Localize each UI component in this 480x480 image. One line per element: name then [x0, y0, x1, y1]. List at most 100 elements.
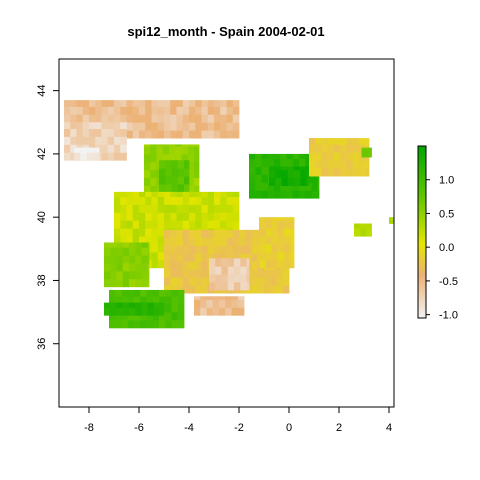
raster-cell [171, 160, 179, 169]
raster-cell [165, 160, 172, 169]
raster-cell [226, 100, 234, 107]
raster-cell [284, 259, 291, 269]
raster-cell [257, 285, 265, 294]
raster-cell [195, 196, 202, 205]
raster-cell [126, 212, 134, 221]
raster-cell [214, 245, 221, 254]
raster-cell [306, 177, 310, 186]
raster-cell [165, 289, 172, 297]
raster-cell [226, 114, 234, 123]
raster-cell [201, 191, 209, 198]
raster-cell [159, 289, 166, 297]
raster-cell [200, 299, 207, 308]
raster-cell [139, 212, 146, 221]
raster-cell [367, 149, 372, 158]
raster-cell [107, 152, 115, 161]
raster-cell [220, 191, 227, 198]
raster-cell [209, 282, 216, 291]
raster-cell [135, 263, 142, 272]
raster-cell [359, 138, 366, 145]
raster-cell [195, 100, 202, 107]
raster-cell [139, 196, 146, 205]
raster-cell [157, 130, 165, 139]
raster-cell [195, 269, 202, 278]
raster-cell [141, 270, 149, 280]
raster-cell [182, 253, 190, 262]
raster-cell [64, 106, 71, 115]
raster-cell [177, 296, 185, 305]
raster-cell [239, 229, 246, 239]
raster-cell [189, 191, 196, 198]
raster-cell [327, 168, 335, 177]
raster-cell [116, 242, 124, 248]
raster-cell [214, 196, 221, 205]
raster-cell [232, 130, 240, 139]
raster-cell [150, 161, 157, 171]
raster-cell [234, 274, 241, 283]
raster-cell [164, 130, 171, 139]
raster-cell [359, 168, 366, 177]
raster-cell [240, 282, 247, 291]
raster-cell [120, 100, 127, 107]
raster-cell [114, 114, 121, 123]
raster-cell [140, 312, 147, 321]
raster-cell [321, 152, 329, 161]
raster-cell [359, 160, 366, 169]
raster-cell [261, 153, 269, 160]
y-tick-label: 42 [36, 148, 48, 160]
raster-cell [176, 237, 184, 247]
colorbar-tick-label: 0.0 [439, 242, 454, 254]
raster-cell [261, 166, 269, 175]
raster-cell [226, 130, 234, 139]
raster-cell [277, 228, 285, 237]
raster-cell [144, 146, 151, 155]
raster-cell [135, 247, 142, 256]
raster-cell [116, 270, 124, 280]
raster-cell [145, 204, 152, 213]
raster-cell [201, 245, 209, 254]
raster-cell [282, 269, 290, 278]
raster-cell [207, 191, 215, 198]
raster-cell [284, 244, 291, 253]
raster-cell [145, 212, 152, 221]
raster-cell [207, 122, 215, 131]
raster-cell [212, 296, 220, 300]
raster-cell [220, 100, 227, 107]
raster-cell [171, 289, 179, 297]
raster-cell [182, 269, 190, 278]
raster-cell [129, 278, 136, 288]
raster-cell [360, 228, 367, 237]
raster-cell [284, 220, 291, 229]
raster-cell [109, 312, 116, 321]
raster-cell [290, 236, 295, 245]
raster-cell [274, 182, 281, 191]
raster-cell [270, 285, 277, 294]
raster-cell [249, 190, 256, 199]
raster-cell [220, 204, 227, 213]
raster-cell [220, 122, 227, 131]
raster-cell [170, 191, 177, 198]
raster-cell [95, 114, 102, 123]
raster-cell [227, 266, 235, 275]
raster-cell [164, 212, 171, 221]
raster-cell [150, 153, 157, 163]
raster-cell [92, 152, 100, 161]
raster-cell [220, 220, 227, 229]
raster-cell [70, 114, 77, 123]
y-axis: 36 38 40 42 44 [36, 85, 59, 350]
raster-cell [189, 196, 196, 205]
raster-cell [141, 247, 149, 256]
raster-cell [116, 255, 124, 264]
raster-cell [120, 191, 127, 198]
raster-cell [194, 144, 200, 147]
raster-cell [177, 304, 185, 313]
raster-cell [151, 196, 159, 205]
raster-cell [219, 296, 226, 300]
raster-cell [189, 269, 196, 278]
raster-cell [251, 285, 259, 294]
raster-cell [101, 106, 109, 115]
raster-cell [114, 220, 121, 229]
raster-cell [225, 307, 232, 316]
raster-cell [135, 270, 142, 280]
raster-cell [255, 174, 262, 183]
